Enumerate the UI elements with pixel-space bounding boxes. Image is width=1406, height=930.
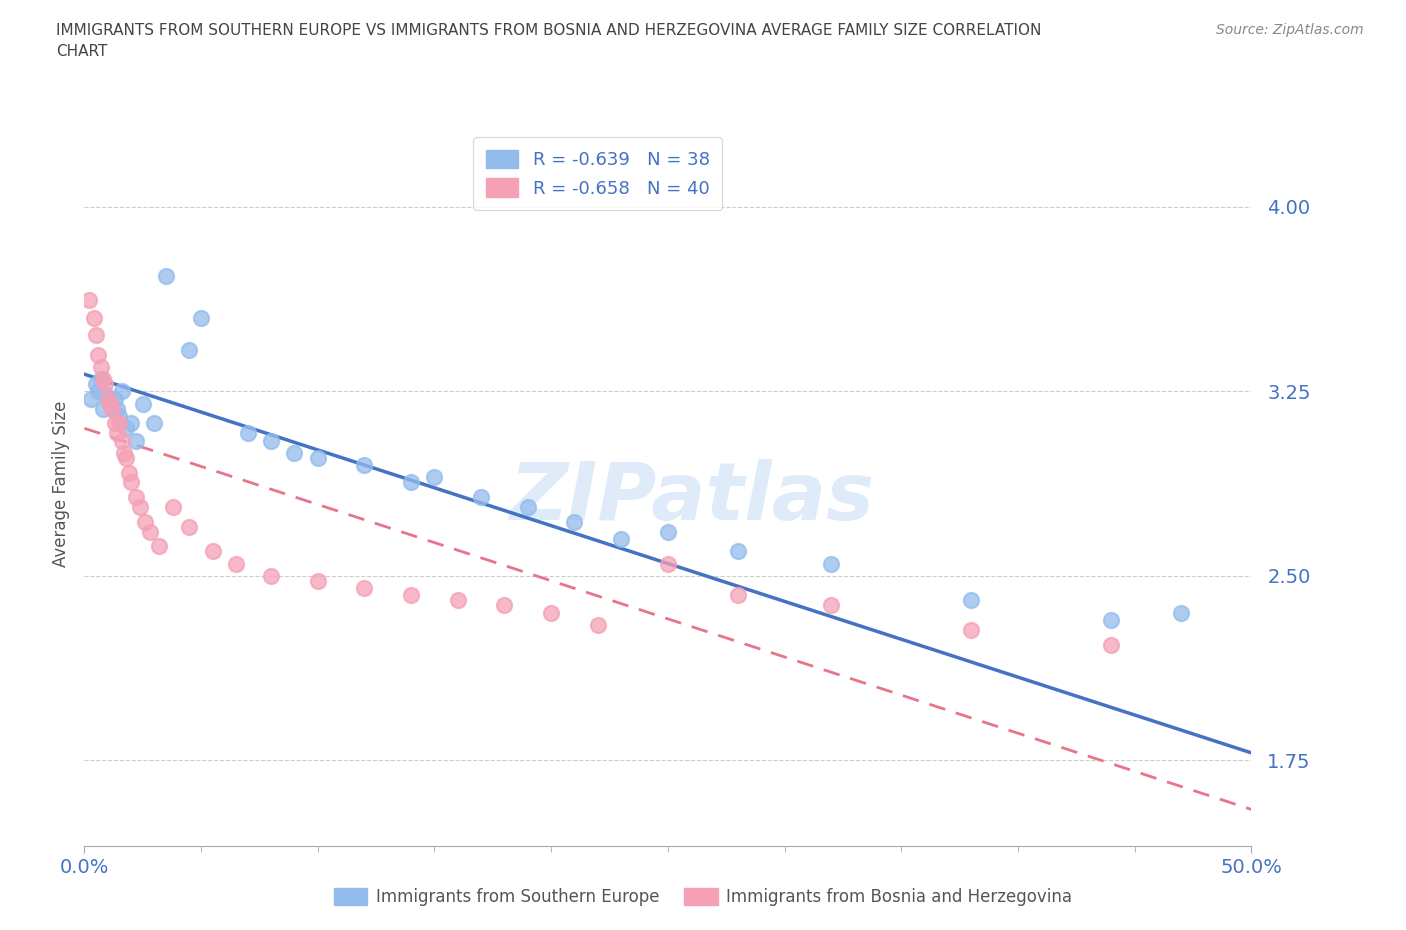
Point — [111, 384, 134, 399]
Point — [470, 490, 492, 505]
Point — [94, 386, 117, 401]
Point — [353, 580, 375, 595]
Point — [84, 377, 107, 392]
Point — [105, 401, 128, 416]
Point — [112, 445, 135, 460]
Point — [94, 377, 117, 392]
Point — [162, 499, 184, 514]
Point — [111, 433, 134, 448]
Point — [77, 293, 100, 308]
Point — [90, 359, 112, 374]
Point — [98, 396, 121, 411]
Point — [727, 544, 749, 559]
Point — [960, 593, 983, 608]
Point — [447, 593, 470, 608]
Point — [201, 544, 224, 559]
Point — [98, 396, 121, 411]
Point — [118, 465, 141, 480]
Point — [105, 426, 128, 441]
Point — [307, 573, 329, 588]
Point — [260, 568, 283, 583]
Point — [101, 401, 124, 416]
Point — [820, 556, 842, 571]
Point — [90, 372, 112, 387]
Point — [399, 588, 422, 603]
Point — [104, 416, 127, 431]
Point — [120, 416, 142, 431]
Point — [540, 605, 562, 620]
Point — [101, 401, 124, 416]
Point — [260, 433, 283, 448]
Point — [423, 470, 446, 485]
Point — [353, 458, 375, 472]
Point — [108, 416, 131, 431]
Point — [87, 384, 110, 399]
Legend: R = -0.639   N = 38, R = -0.658   N = 40: R = -0.639 N = 38, R = -0.658 N = 40 — [474, 138, 723, 210]
Point — [148, 538, 170, 553]
Point — [143, 416, 166, 431]
Point — [125, 433, 148, 448]
Point — [283, 445, 305, 460]
Point — [610, 531, 633, 546]
Point — [494, 598, 516, 613]
Point — [115, 450, 138, 465]
Point — [727, 588, 749, 603]
Point — [84, 327, 107, 342]
Point — [108, 408, 131, 423]
Y-axis label: Average Family Size: Average Family Size — [52, 401, 70, 566]
Point — [91, 372, 114, 387]
Point — [129, 499, 152, 514]
Legend: Immigrants from Southern Europe, Immigrants from Bosnia and Herzegovina: Immigrants from Southern Europe, Immigra… — [328, 881, 1078, 912]
Point — [399, 475, 422, 490]
Point — [1099, 637, 1122, 652]
Text: Source: ZipAtlas.com: Source: ZipAtlas.com — [1216, 23, 1364, 37]
Point — [179, 342, 201, 357]
Text: IMMIGRANTS FROM SOUTHERN EUROPE VS IMMIGRANTS FROM BOSNIA AND HERZEGOVINA AVERAG: IMMIGRANTS FROM SOUTHERN EUROPE VS IMMIG… — [56, 23, 1042, 60]
Point — [225, 556, 247, 571]
Point — [307, 450, 329, 465]
Point — [91, 401, 114, 416]
Point — [87, 347, 110, 362]
Point — [586, 618, 609, 632]
Point — [236, 426, 259, 441]
Point — [120, 475, 142, 490]
Point — [1099, 613, 1122, 628]
Point — [104, 392, 127, 406]
Point — [134, 514, 156, 529]
Point — [657, 525, 679, 539]
Point — [1170, 605, 1192, 620]
Point — [97, 392, 120, 406]
Point — [190, 311, 212, 325]
Text: ZIPatlas: ZIPatlas — [509, 459, 873, 538]
Point — [125, 490, 148, 505]
Point — [657, 556, 679, 571]
Point — [138, 525, 160, 539]
Point — [820, 598, 842, 613]
Point — [83, 311, 105, 325]
Point — [80, 392, 103, 406]
Point — [115, 421, 138, 436]
Point — [960, 622, 983, 637]
Point — [516, 499, 538, 514]
Point — [97, 392, 120, 406]
Point — [564, 514, 586, 529]
Point — [179, 519, 201, 534]
Point — [132, 396, 155, 411]
Point — [155, 269, 177, 284]
